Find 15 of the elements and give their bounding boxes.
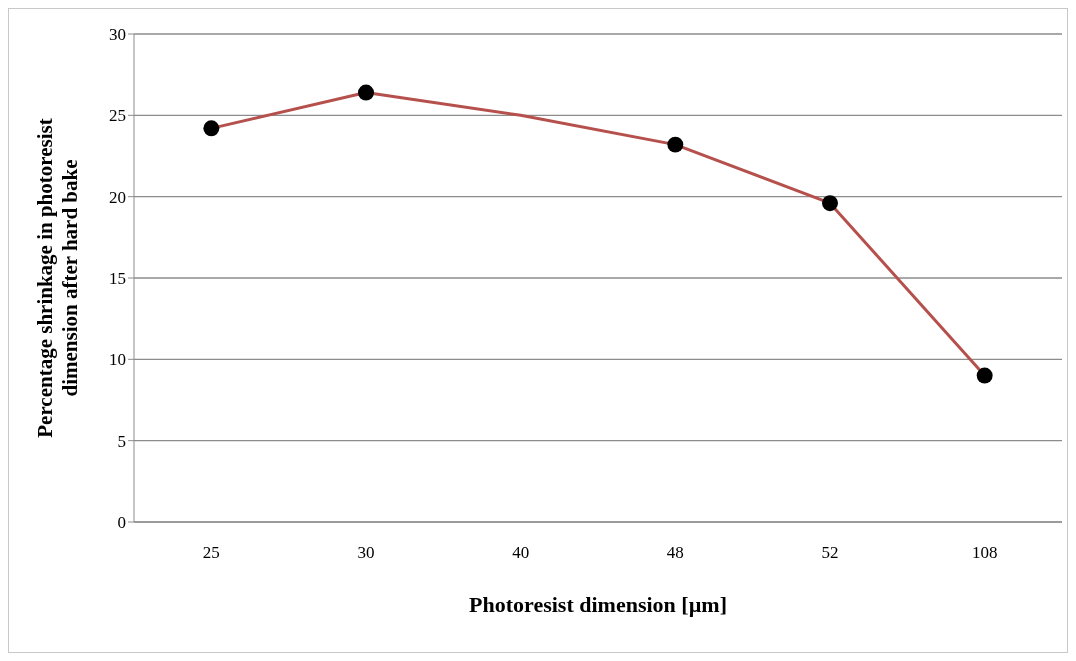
x-tick-label: 108 <box>971 543 998 563</box>
y-tick-label: 5 <box>117 431 126 451</box>
y-tick-label: 20 <box>109 187 126 207</box>
y-tick-label: 30 <box>109 25 126 45</box>
y-tick-label: 15 <box>109 269 126 289</box>
x-tick-label: 25 <box>202 543 220 563</box>
y-axis-title: Percentage shrinkage in photoresist dimension after hard bake <box>33 118 82 438</box>
x-tick-label: 40 <box>512 543 530 563</box>
x-tick-label: 30 <box>357 543 375 563</box>
x-tick-label: 48 <box>666 543 684 563</box>
x-axis-title: Photoresist dimension [µm] <box>469 592 727 617</box>
y-tick-label: 0 <box>117 513 126 533</box>
y-tick-label: 25 <box>109 106 126 126</box>
y-tick-label: 10 <box>109 350 126 370</box>
x-tick-label: 52 <box>821 543 839 563</box>
